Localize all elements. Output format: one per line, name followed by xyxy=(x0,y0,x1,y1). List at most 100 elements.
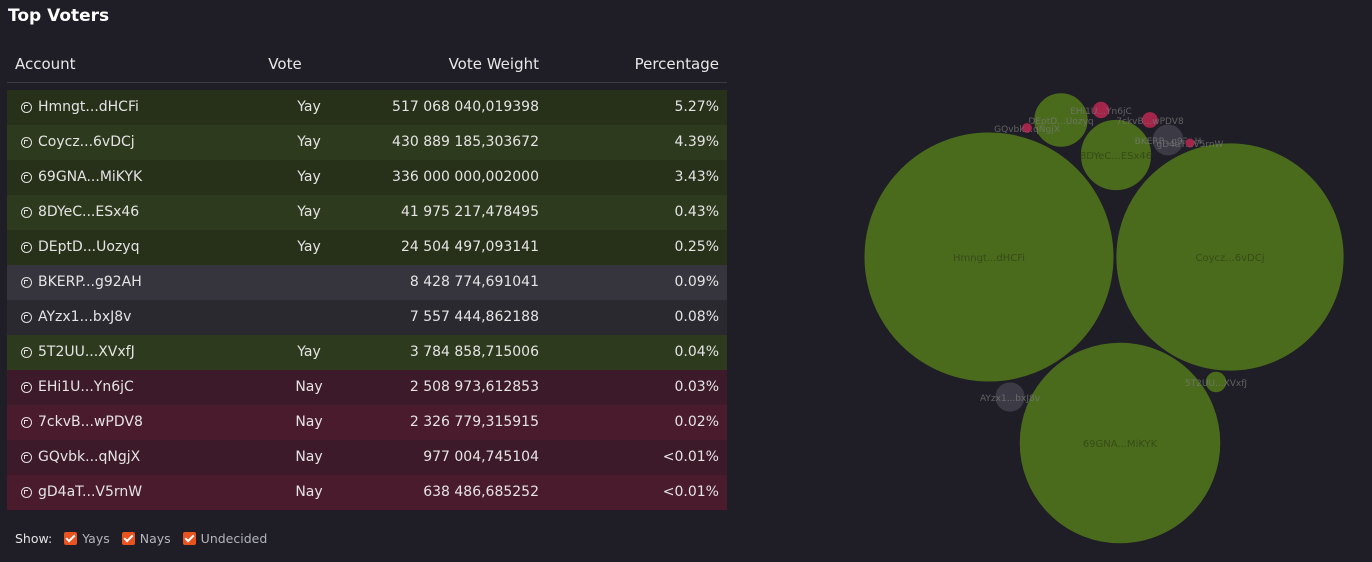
account-icon xyxy=(21,101,32,113)
bubble-label: Coycz...6vDCj xyxy=(1195,253,1264,264)
column-header-vote[interactable]: Vote xyxy=(268,55,302,73)
bubble-label: gD4aT...V5rnW xyxy=(1157,140,1224,150)
checkbox-checked-icon[interactable] xyxy=(64,532,78,545)
vote-weight-cell: 336 000 000,002000 xyxy=(392,169,539,185)
yays-checkbox[interactable]: Yays xyxy=(64,531,110,546)
show-filters: Show: Yays Nays Undecided xyxy=(15,531,267,546)
page-title: Top Voters xyxy=(8,6,110,26)
vote-cell: Yay xyxy=(297,204,321,220)
bubble-label: 5T2UU...XVxfJ xyxy=(1185,379,1247,389)
table-row[interactable]: BKERP...g92AH 8 428 774,691041 0.09% xyxy=(7,265,727,300)
column-header-vote-weight[interactable]: Vote Weight xyxy=(448,55,539,73)
vote-weight-cell: 517 068 040,019398 xyxy=(392,99,539,115)
account-address[interactable]: Hmngt...dHCFi xyxy=(38,99,139,115)
bubble-nay[interactable] xyxy=(1091,100,1111,120)
column-header-percentage[interactable]: Percentage xyxy=(634,55,719,73)
vote-cell: Yay xyxy=(297,99,321,115)
account-cell[interactable]: 5T2UU...XVxfJ xyxy=(21,344,135,360)
account-cell[interactable]: EHi1U...Yn6jC xyxy=(21,379,134,395)
table-row[interactable]: Coycz...6vDCj Yay 430 889 185,303672 4.39% xyxy=(7,125,727,160)
account-address[interactable]: 8DYeC...ESx46 xyxy=(38,204,140,220)
percentage-cell: 0.04% xyxy=(674,344,719,360)
table-row[interactable]: AYzx1...bxJ8v 7 557 444,862188 0.08% xyxy=(7,300,727,335)
bubble-label: EHi1U...Yn6jC xyxy=(1070,107,1132,117)
vote-weight-cell: 638 486,685252 xyxy=(423,484,539,500)
account-icon xyxy=(21,416,32,428)
vote-weight-cell: 2 326 779,315915 xyxy=(409,414,539,430)
account-cell[interactable]: DEptD...Uozyq xyxy=(21,239,139,255)
account-cell[interactable]: Hmngt...dHCFi xyxy=(21,99,139,115)
table-row[interactable]: gD4aT...V5rnW Nay 638 486,685252 <0.01% xyxy=(7,475,727,510)
account-address[interactable]: Coycz...6vDCj xyxy=(38,134,135,150)
table-body: Hmngt...dHCFi Yay 517 068 040,019398 5.27% C… xyxy=(7,90,727,510)
percentage-cell: 0.43% xyxy=(674,204,719,220)
account-icon xyxy=(21,171,32,183)
percentage-cell: 0.08% xyxy=(674,309,719,325)
table-row[interactable]: DEptD...Uozyq Yay 24 504 497,093141 0.25% xyxy=(7,230,727,265)
table-header: Account Vote Vote Weight Percentage xyxy=(7,50,727,83)
vote-bubble-chart: Hmngt...dHCFi Coycz...6vDCj 69GNA...MiKYK 8… xyxy=(863,92,1345,545)
bubble-und[interactable] xyxy=(994,381,1026,413)
account-cell[interactable]: 69GNA...MiKYK xyxy=(21,169,142,185)
bubble-label: DEptD...Uozyq xyxy=(1028,117,1093,127)
table-row[interactable]: EHi1U...Yn6jC Nay 2 508 973,612853 0.03% xyxy=(7,370,727,405)
percentage-cell: 0.03% xyxy=(674,379,719,395)
account-address[interactable]: gD4aT...V5rnW xyxy=(38,484,143,500)
table-row[interactable]: 5T2UU...XVxfJ Yay 3 784 858,715006 0.04% xyxy=(7,335,727,370)
bubble-und[interactable] xyxy=(1151,123,1185,157)
bubble-yay[interactable] xyxy=(1115,142,1345,372)
checkbox-checked-icon[interactable] xyxy=(121,532,135,545)
account-address[interactable]: 5T2UU...XVxfJ xyxy=(38,344,135,360)
bubble-yay[interactable] xyxy=(1204,370,1228,394)
account-address[interactable]: 7ckvB...wPDV8 xyxy=(38,414,143,430)
bubble-label: BKERP...g92AH xyxy=(1135,137,1202,147)
account-icon xyxy=(21,241,32,253)
account-address[interactable]: DEptD...Uozyq xyxy=(38,239,140,255)
percentage-cell: 0.02% xyxy=(674,414,719,430)
bubble-nay[interactable] xyxy=(1184,137,1196,149)
nays-checkbox[interactable]: Nays xyxy=(121,531,171,546)
bubble-yay[interactable] xyxy=(863,131,1115,383)
bubble-label: Hmngt...dHCFi xyxy=(953,253,1025,264)
account-address[interactable]: GQvbk...qNgjX xyxy=(38,449,141,465)
account-icon xyxy=(21,346,32,358)
bubble-yay[interactable] xyxy=(1079,118,1153,192)
checkbox-checked-icon[interactable] xyxy=(182,532,196,545)
bubble-yay[interactable] xyxy=(1018,341,1222,545)
account-icon xyxy=(21,486,32,498)
table-row[interactable]: 8DYeC...ESx46 Yay 41 975 217,478495 0.43% xyxy=(7,195,727,230)
account-cell[interactable]: AYzx1...bxJ8v xyxy=(21,309,131,325)
percentage-cell: <0.01% xyxy=(662,484,719,500)
account-address[interactable]: AYzx1...bxJ8v xyxy=(38,309,132,325)
account-cell[interactable]: 7ckvB...wPDV8 xyxy=(21,414,143,430)
percentage-cell: 0.09% xyxy=(674,274,719,290)
account-cell[interactable]: Coycz...6vDCj xyxy=(21,134,135,150)
percentage-cell: <0.01% xyxy=(662,449,719,465)
account-cell[interactable]: BKERP...g92AH xyxy=(21,274,142,290)
account-address[interactable]: EHi1U...Yn6jC xyxy=(38,379,134,395)
account-address[interactable]: 69GNA...MiKYK xyxy=(38,169,143,185)
undecided-label: Undecided xyxy=(200,531,268,546)
account-icon xyxy=(21,276,32,288)
bubble-nay[interactable] xyxy=(1141,111,1159,129)
column-header-account[interactable]: Account xyxy=(15,55,76,73)
percentage-cell: 0.25% xyxy=(674,239,719,255)
account-address[interactable]: BKERP...g92AH xyxy=(38,274,142,290)
bubble-yay[interactable] xyxy=(1033,92,1089,148)
bubble-label: AYzx1...bxJ8v xyxy=(980,394,1041,404)
table-row[interactable]: 7ckvB...wPDV8 Nay 2 326 779,315915 0.02% xyxy=(7,405,727,440)
vote-cell: Nay xyxy=(295,484,323,500)
table-row[interactable]: 69GNA...MiKYK Yay 336 000 000,002000 3.43% xyxy=(7,160,727,195)
account-cell[interactable]: 8DYeC...ESx46 xyxy=(21,204,139,220)
vote-cell: Yay xyxy=(297,344,321,360)
undecided-checkbox[interactable]: Undecided xyxy=(182,531,268,546)
table-row[interactable]: Hmngt...dHCFi Yay 517 068 040,019398 5.27% xyxy=(7,90,727,125)
vote-cell: Yay xyxy=(297,134,321,150)
table-row[interactable]: GQvbk...qNgjX Nay 977 004,745104 <0.01% xyxy=(7,440,727,475)
vote-weight-cell: 41 975 217,478495 xyxy=(400,204,539,220)
account-cell[interactable]: gD4aT...V5rnW xyxy=(21,484,142,500)
vote-weight-cell: 7 557 444,862188 xyxy=(409,309,539,325)
account-cell[interactable]: GQvbk...qNgjX xyxy=(21,449,140,465)
bubble-nay[interactable] xyxy=(1021,122,1033,134)
account-icon xyxy=(21,311,32,323)
